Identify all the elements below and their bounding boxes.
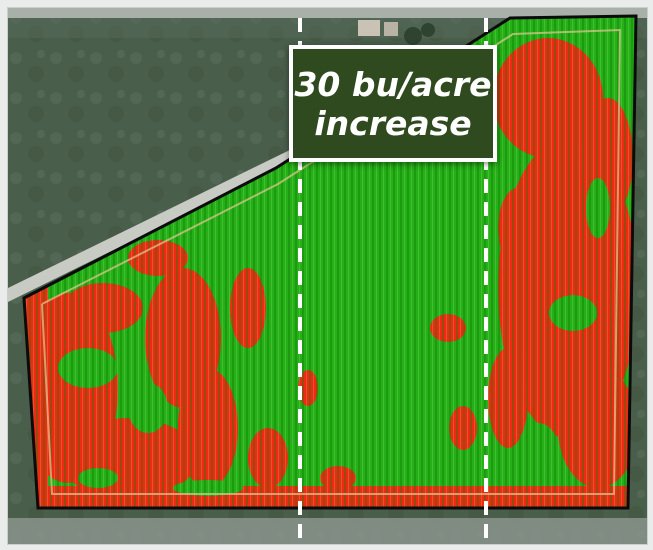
trial-zone-dashed-lines [298,18,488,544]
farmstead [358,20,435,45]
yield-increase-callout: 30 bu/acre increase [289,45,497,162]
field-boundary [22,14,638,510]
callout-text: 30 bu/acre increase [294,64,492,143]
road [8,146,300,302]
map-view[interactable]: 30 bu/acre increase [8,8,647,544]
